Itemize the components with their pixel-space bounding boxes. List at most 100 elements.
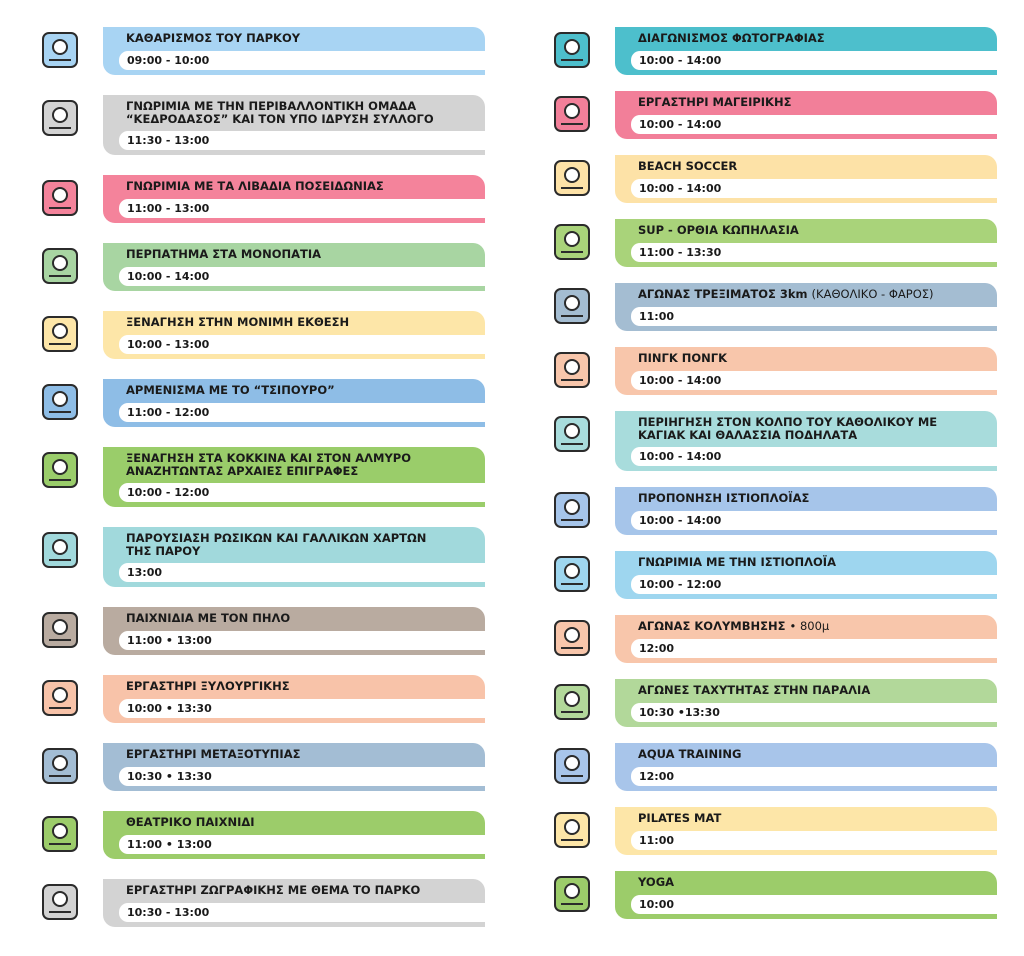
title-text: ΠΑΡΟΥΣΙΑΣΗ ΡΩΣΙΚΩΝ ΚΑΙ ΓΑΛΛΙΚΩΝ ΧΑΡΤΩΝ Τ…: [126, 531, 427, 558]
activity-time: 10:00 - 12:00: [631, 575, 997, 594]
activity-title: ΠΡΟΠΟΝΗΣΗ ΙΣΤΙΟΠΛΟΪΑΣ: [615, 492, 997, 506]
schedule-item: ΠΑΙΧΝΙΔΙΑ ΜΕ ΤΟΝ ΠΗΛΟ 11:00 • 13:00: [34, 607, 485, 655]
schedule-item: SUP - ΟΡΘΙΑ ΚΩΠΗΛΑΣΙΑ 11:00 - 13:30: [546, 219, 997, 267]
card: ΕΡΓΑΣΤΗΡΙ ΜΑΓΕΙΡΙΚΗΣ 10:00 - 14:00: [615, 91, 997, 139]
activity-time: 10:30 •13:30: [631, 703, 997, 722]
right-column: ΔΙΑΓΩΝΙΣΜΟΣ ΦΩΤΟΓΡΑΦΙΑΣ 10:00 - 14:00 ΕΡΓΑ…: [546, 27, 997, 919]
title-text: ΞΕΝΑΓΗΣΗ ΣΤΗΝ ΜΟΝΙΜΗ ΕΚΘΕΣΗ: [126, 315, 350, 329]
activity-title: ΘΕΑΤΡΙΚΟ ΠΑΙΧΝΙΔΙ: [103, 816, 485, 830]
schedule-item: ΠΑΡΟΥΣΙΑΣΗ ΡΩΣΙΚΩΝ ΚΑΙ ΓΑΛΛΙΚΩΝ ΧΑΡΤΩΝ Τ…: [34, 527, 485, 587]
icon: [42, 884, 78, 920]
icon: [554, 352, 590, 388]
title-text: ΠΙΝΓΚ ΠΟΝΓΚ: [638, 351, 728, 365]
schedule-item: PILATES MAT 11:00: [546, 807, 997, 855]
card: ΠΑΙΧΝΙΔΙΑ ΜΕ ΤΟΝ ΠΗΛΟ 11:00 • 13:00: [103, 607, 485, 655]
activity-title: ΕΡΓΑΣΤΗΡΙ ΜΕΤΑΞΟΤΥΠΙΑΣ: [103, 748, 485, 762]
activity-title: PILATES MAT: [615, 812, 997, 826]
title-text: ΞΕΝΑΓΗΣΗ ΣΤΑ ΚΟΚΚΙΝΑ ΚΑΙ ΣΤΟΝ ΑΛΜΥΡΟ ΑΝΑ…: [126, 451, 411, 478]
title-text: ΘΕΑΤΡΙΚΟ ΠΑΙΧΝΙΔΙ: [126, 815, 255, 829]
icon: [42, 532, 78, 568]
activity-time: 09:00 - 10:00: [119, 51, 485, 70]
card: ΚΑΘΑΡΙΣΜΟΣ ΤΟΥ ΠΑΡΚΟΥ 09:00 - 10:00: [103, 27, 485, 75]
title-text: ΠΕΡΙΗΓΗΣΗ ΣΤΟΝ ΚΟΛΠΟ ΤΟΥ ΚΑΘΟΛΙΚΟΥ ΜΕ ΚΑ…: [638, 415, 938, 442]
schedule-item: ΕΡΓΑΣΤΗΡΙ ΜΕΤΑΞΟΤΥΠΙΑΣ 10:30 • 13:30: [34, 743, 485, 791]
schedule-item: ΞΕΝΑΓΗΣΗ ΣΤΗΝ ΜΟΝΙΜΗ ΕΚΘΕΣΗ 10:00 - 13:00: [34, 311, 485, 359]
schedule-item: ΚΑΘΑΡΙΣΜΟΣ ΤΟΥ ΠΑΡΚΟΥ 09:00 - 10:00: [34, 27, 485, 75]
activity-time: 13:00: [119, 563, 485, 582]
title-text: ΠΑΙΧΝΙΔΙΑ ΜΕ ΤΟΝ ΠΗΛΟ: [126, 611, 291, 625]
left-column: ΚΑΘΑΡΙΣΜΟΣ ΤΟΥ ΠΑΡΚΟΥ 09:00 - 10:00 ΓΝΩΡΙΜ…: [34, 27, 485, 927]
activity-time: 10:00 - 14:00: [119, 267, 485, 286]
title-text: YOGA: [638, 875, 675, 889]
schedule-item: ΔΙΑΓΩΝΙΣΜΟΣ ΦΩΤΟΓΡΑΦΙΑΣ 10:00 - 14:00: [546, 27, 997, 75]
schedule-item: ΓΝΩΡΙΜΙΑ ΜΕ ΤΗΝ ΠΕΡΙΒΑΛΛΟΝΤΙΚΗ ΟΜΑΔΑ “ΚΕ…: [34, 95, 485, 155]
card: ΑΡΜΕΝΙΣΜΑ ΜΕ ΤΟ “ΤΣΙΠΟΥΡΟ” 11:00 - 12:00: [103, 379, 485, 427]
schedule-item: ΕΡΓΑΣΤΗΡΙ ΖΩΓΡΑΦΙΚΗΣ ΜΕ ΘΕΜΑ ΤΟ ΠΑΡΚΟ 10:…: [34, 879, 485, 927]
activity-title: ΑΓΩΝΕΣ ΤΑΧΥΤΗΤΑΣ ΣΤΗΝ ΠΑΡΑΛΙΑ: [615, 684, 997, 698]
title-text: ΚΑΘΑΡΙΣΜΟΣ ΤΟΥ ΠΑΡΚΟΥ: [126, 31, 301, 45]
icon: [42, 384, 78, 420]
title-note: • 800μ: [789, 619, 830, 633]
activity-time: 12:00: [631, 639, 997, 658]
activity-time: 10:00 - 14:00: [631, 115, 997, 134]
title-text: ΠΕΡΠΑΤΗΜΑ ΣΤΑ ΜΟΝΟΠΑΤΙΑ: [126, 247, 322, 261]
card: ΘΕΑΤΡΙΚΟ ΠΑΙΧΝΙΔΙ 11:00 • 13:00: [103, 811, 485, 859]
activity-title: ΕΡΓΑΣΤΗΡΙ ΖΩΓΡΑΦΙΚΗΣ ΜΕ ΘΕΜΑ ΤΟ ΠΑΡΚΟ: [103, 884, 485, 898]
title-text: ΓΝΩΡΙΜΙΑ ΜΕ ΤΑ ΛΙΒΑΔΙΑ ΠΟΣΕΙΔΩΝΙΑΣ: [126, 179, 384, 193]
card: PILATES MAT 11:00: [615, 807, 997, 855]
activity-time: 11:00 • 13:00: [119, 631, 485, 650]
icon: [554, 748, 590, 784]
activity-time: 10:00 - 14:00: [631, 179, 997, 198]
card: ΕΡΓΑΣΤΗΡΙ ΜΕΤΑΞΟΤΥΠΙΑΣ 10:30 • 13:30: [103, 743, 485, 791]
title-text: BEACH SOCCER: [638, 159, 738, 173]
icon: [554, 288, 590, 324]
icon: [554, 684, 590, 720]
title-text: ΓΝΩΡΙΜΙΑ ΜΕ ΤΗΝ ΠΕΡΙΒΑΛΛΟΝΤΙΚΗ ΟΜΑΔΑ “ΚΕ…: [126, 99, 434, 126]
activity-time: 10:30 - 13:00: [119, 903, 485, 922]
activity-title: ΠΑΙΧΝΙΔΙΑ ΜΕ ΤΟΝ ΠΗΛΟ: [103, 612, 485, 626]
schedule-item: ΕΡΓΑΣΤΗΡΙ ΜΑΓΕΙΡΙΚΗΣ 10:00 - 14:00: [546, 91, 997, 139]
card: BEACH SOCCER 10:00 - 14:00: [615, 155, 997, 203]
schedule-item: YOGA 10:00: [546, 871, 997, 919]
icon: [42, 180, 78, 216]
card: ΠΕΡΠΑΤΗΜΑ ΣΤΑ ΜΟΝΟΠΑΤΙΑ 10:00 - 14:00: [103, 243, 485, 291]
activity-time: 11:00: [631, 831, 997, 850]
title-note: (ΚΑΘΟΛΙΚΟ - ΦΑΡΟΣ): [811, 287, 934, 301]
icon: [554, 160, 590, 196]
title-text: ΕΡΓΑΣΤΗΡΙ ΖΩΓΡΑΦΙΚΗΣ ΜΕ ΘΕΜΑ ΤΟ ΠΑΡΚΟ: [126, 883, 421, 897]
activity-title: ΞΕΝΑΓΗΣΗ ΣΤΑ ΚΟΚΚΙΝΑ ΚΑΙ ΣΤΟΝ ΑΛΜΥΡΟ ΑΝΑ…: [103, 452, 485, 478]
title-text: ΑΓΩΝΕΣ ΤΑΧΥΤΗΤΑΣ ΣΤΗΝ ΠΑΡΑΛΙΑ: [638, 683, 871, 697]
card: ΓΝΩΡΙΜΙΑ ΜΕ ΤΗΝ ΙΣΤΙΟΠΛΟΪΑ 10:00 - 12:00: [615, 551, 997, 599]
card: ΠΑΡΟΥΣΙΑΣΗ ΡΩΣΙΚΩΝ ΚΑΙ ΓΑΛΛΙΚΩΝ ΧΑΡΤΩΝ Τ…: [103, 527, 485, 587]
title-text: ΔΙΑΓΩΝΙΣΜΟΣ ΦΩΤΟΓΡΑΦΙΑΣ: [638, 31, 825, 45]
icon: [554, 224, 590, 260]
card: SUP - ΟΡΘΙΑ ΚΩΠΗΛΑΣΙΑ 11:00 - 13:30: [615, 219, 997, 267]
activity-title: ΓΝΩΡΙΜΙΑ ΜΕ ΤΗΝ ΙΣΤΙΟΠΛΟΪΑ: [615, 556, 997, 570]
title-text: ΑΡΜΕΝΙΣΜΑ ΜΕ ΤΟ “ΤΣΙΠΟΥΡΟ”: [126, 383, 335, 397]
title-text: ΑΓΩΝΑΣ ΚΟΛΥΜΒΗΣΗΣ: [638, 619, 786, 633]
icon: [554, 32, 590, 68]
activity-title: ΠΕΡΙΗΓΗΣΗ ΣΤΟΝ ΚΟΛΠΟ ΤΟΥ ΚΑΘΟΛΙΚΟΥ ΜΕ ΚΑ…: [615, 416, 997, 442]
title-text: PILATES MAT: [638, 811, 722, 825]
icon: [42, 748, 78, 784]
activity-title: ΓΝΩΡΙΜΙΑ ΜΕ ΤΗΝ ΠΕΡΙΒΑΛΛΟΝΤΙΚΗ ΟΜΑΔΑ “ΚΕ…: [103, 100, 485, 126]
activity-time: 10:00 - 12:00: [119, 483, 485, 502]
activity-title: ΠΕΡΠΑΤΗΜΑ ΣΤΑ ΜΟΝΟΠΑΤΙΑ: [103, 248, 485, 262]
title-text: ΕΡΓΑΣΤΗΡΙ ΞΥΛΟΥΡΓΙΚΗΣ: [126, 679, 290, 693]
activity-time: 12:00: [631, 767, 997, 786]
icon: [42, 100, 78, 136]
title-text: ΕΡΓΑΣΤΗΡΙ ΜΕΤΑΞΟΤΥΠΙΑΣ: [126, 747, 301, 761]
activity-title: ΞΕΝΑΓΗΣΗ ΣΤΗΝ ΜΟΝΙΜΗ ΕΚΘΕΣΗ: [103, 316, 485, 330]
icon: [554, 416, 590, 452]
card: ΑΓΩΝΑΣ ΤΡΕΞΙΜΑΤΟΣ 3km (ΚΑΘΟΛΙΚΟ - ΦΑΡΟΣ)…: [615, 283, 997, 331]
schedule-item: ΘΕΑΤΡΙΚΟ ΠΑΙΧΝΙΔΙ 11:00 • 13:00: [34, 811, 485, 859]
card: ΠΙΝΓΚ ΠΟΝΓΚ 10:00 - 14:00: [615, 347, 997, 395]
icon: [554, 876, 590, 912]
activity-time: 10:00 - 14:00: [631, 51, 997, 70]
activity-time: 11:30 - 13:00: [119, 131, 485, 150]
activity-title: ΠΙΝΓΚ ΠΟΝΓΚ: [615, 352, 997, 366]
icon: [42, 452, 78, 488]
activity-title: ΑΓΩΝΑΣ ΤΡΕΞΙΜΑΤΟΣ 3km (ΚΑΘΟΛΙΚΟ - ΦΑΡΟΣ): [615, 288, 997, 302]
schedule-item: ΑΓΩΝΑΣ ΤΡΕΞΙΜΑΤΟΣ 3km (ΚΑΘΟΛΙΚΟ - ΦΑΡΟΣ)…: [546, 283, 997, 331]
icon: [554, 492, 590, 528]
